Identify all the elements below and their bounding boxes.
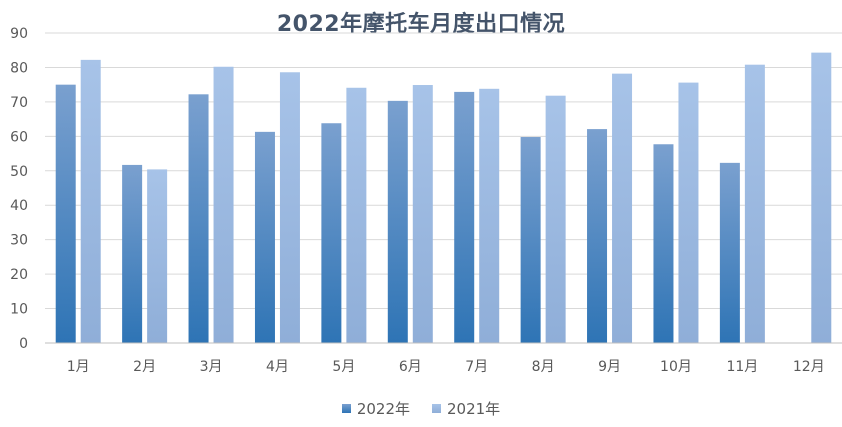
y-tick-label: 50 (10, 164, 28, 180)
gridlines (45, 32, 842, 310)
bar-series-2-1[interactable] (80, 59, 101, 343)
legend: 2022年 2021年 (0, 398, 842, 419)
x-tick-label: 3月 (200, 359, 223, 375)
bar-series-2-12[interactable] (811, 52, 832, 344)
legend-label-series-1: 2022年 (356, 400, 410, 418)
bar-series-1-1[interactable] (55, 84, 76, 344)
bars (55, 52, 832, 344)
bar-series-2-7[interactable] (479, 88, 500, 343)
bar-series-2-9[interactable] (612, 73, 633, 344)
legend-swatch-series-2 (432, 404, 441, 413)
legend-label-series-2: 2021年 (447, 400, 501, 418)
bar-series-1-7[interactable] (454, 91, 475, 344)
legend-item-series-2[interactable]: 2021年 (432, 398, 500, 419)
y-tick-label: 70 (10, 95, 28, 111)
bar-series-1-3[interactable] (188, 94, 209, 343)
bar-series-1-6[interactable] (387, 100, 408, 343)
bar-series-1-8[interactable] (520, 137, 541, 343)
bar-series-2-5[interactable] (346, 87, 367, 344)
bar-series-1-9[interactable] (587, 129, 608, 343)
bar-series-1-2[interactable] (122, 164, 143, 343)
x-tick-label: 4月 (266, 359, 289, 375)
y-tick-label: 0 (19, 336, 28, 352)
x-tick-label: 2月 (133, 359, 156, 375)
y-tick-label: 40 (10, 198, 28, 214)
legend-item-series-1[interactable]: 2022年 (341, 398, 410, 419)
x-tick-label: 12月 (793, 359, 825, 375)
x-tick-label: 1月 (67, 359, 90, 375)
bar-series-2-3[interactable] (213, 66, 234, 343)
bar-series-2-10[interactable] (678, 82, 699, 343)
bar-series-2-11[interactable] (744, 64, 765, 343)
bar-series-1-10[interactable] (653, 144, 674, 343)
bar-series-2-6[interactable] (412, 85, 433, 343)
bar-series-2-2[interactable] (147, 169, 168, 343)
x-tick-label: 7月 (465, 359, 488, 375)
bar-series-1-5[interactable] (321, 123, 342, 343)
bar-series-2-8[interactable] (545, 95, 566, 343)
y-tick-label: 90 (10, 26, 28, 42)
x-tick-label: 6月 (399, 359, 422, 375)
legend-swatch-series-1 (341, 404, 351, 413)
bar-series-1-4[interactable] (254, 131, 275, 343)
y-tick-label: 80 (10, 60, 28, 76)
x-tick-label: 9月 (598, 359, 621, 375)
y-tick-label: 10 (10, 302, 28, 318)
x-tick-label: 5月 (332, 359, 355, 375)
x-tick-label: 11月 (726, 359, 758, 375)
bar-series-1-11[interactable] (719, 162, 740, 343)
bar-series-2-4[interactable] (279, 72, 300, 344)
y-tick-label: 20 (10, 267, 28, 283)
y-tick-label: 60 (10, 129, 28, 145)
y-tick-label: 30 (10, 233, 28, 249)
x-tick-label: 8月 (532, 359, 555, 375)
x-tick-label: 10月 (660, 359, 692, 375)
axes: 0 10 20 30 40 50 60 70 80 90 1月 2月 3月 4月 5月 6月 7月 8月 9月 10月… (10, 26, 842, 375)
